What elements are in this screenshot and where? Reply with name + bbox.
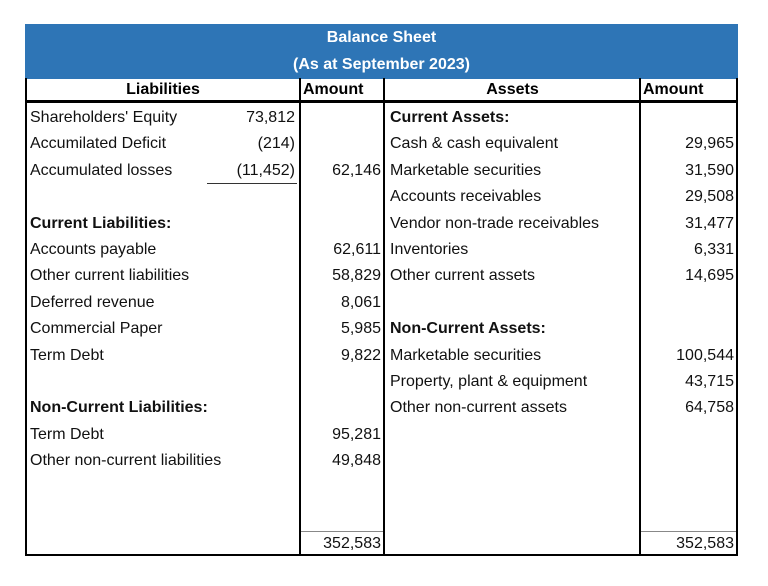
liability-amount	[301, 211, 381, 237]
liability-label: Accounts payable	[30, 241, 157, 258]
liability-subamount: 73,812	[246, 109, 295, 126]
liability-subamount	[200, 263, 295, 289]
asset-label: Other current assets	[390, 267, 535, 285]
liability-subamount: (214)	[257, 135, 295, 153]
liability-label: Shareholders' Equity	[30, 109, 178, 126]
asset-amount	[641, 316, 734, 342]
asset-label: Marketable securities	[390, 346, 542, 364]
liability-subamount	[200, 343, 295, 369]
liability-amount: 62,611	[333, 241, 381, 258]
liability-subamount	[200, 211, 295, 237]
column-divider	[299, 78, 301, 556]
asset-label: Accounts receivables	[390, 188, 542, 206]
section-heading: Current Liabilities:	[30, 214, 172, 232]
liability-amount	[301, 184, 381, 210]
sheet-title: Balance Sheet	[326, 29, 437, 46]
column-divider	[383, 78, 385, 556]
liability-label: Accumilated Deficit	[30, 135, 167, 153]
balance-table	[25, 78, 738, 556]
asset-amount: 31,590	[685, 161, 734, 179]
liability-subamount	[200, 316, 295, 342]
liability-subamount	[200, 237, 295, 263]
liability-label: Other non-current liabilities	[30, 452, 222, 470]
liability-label: Accumulated losses	[30, 161, 173, 179]
liability-amount: 9,822	[340, 346, 381, 364]
total-assets: 352,583	[676, 535, 734, 552]
liability-subamount	[200, 448, 295, 474]
liability-subamount: (11,452)	[236, 161, 295, 179]
subtotal-underline	[207, 182, 297, 184]
liability-amount: 49,848	[332, 452, 381, 470]
asset-label: Property, plant & equipment	[390, 373, 588, 390]
header-amount-left: Amount	[303, 81, 364, 98]
liability-subamount	[200, 369, 295, 395]
liability-label: Commercial Paper	[30, 320, 163, 338]
asset-label	[390, 290, 638, 316]
liability-amount: 95,281	[332, 425, 381, 443]
liability-subamount	[200, 395, 295, 421]
asset-amount: 14,695	[685, 267, 734, 285]
total-line-left	[301, 531, 383, 532]
header-amount-right: Amount	[643, 81, 704, 98]
liability-amount	[301, 105, 381, 131]
asset-amount: 31,477	[685, 214, 734, 232]
asset-amount: 43,715	[685, 373, 734, 390]
asset-label: Marketable securities	[390, 161, 542, 179]
liability-subamount	[200, 290, 295, 316]
header-assets: Assets	[486, 81, 539, 98]
liability-amount	[301, 395, 381, 421]
asset-amount	[641, 105, 734, 131]
title-banner: Balance Sheet (As at September 2023)	[25, 24, 738, 79]
section-heading: Non-Current Liabilities:	[30, 399, 208, 417]
asset-label: Cash & cash equivalent	[390, 135, 559, 153]
liability-label: Deferred revenue	[30, 293, 155, 311]
total-line-right	[641, 531, 736, 532]
liability-amount	[301, 369, 381, 395]
asset-amount	[641, 290, 734, 316]
column-divider	[639, 78, 641, 556]
liability-amount: 62,146	[332, 161, 381, 179]
asset-amount: 29,965	[685, 135, 734, 153]
sheet-subtitle: (As at September 2023)	[293, 56, 470, 73]
asset-amount: 100,544	[676, 346, 734, 364]
asset-amount: 29,508	[685, 188, 734, 206]
liability-label: Term Debt	[30, 346, 104, 364]
liability-amount: 58,829	[332, 267, 381, 285]
liability-amount: 8,061	[340, 293, 381, 311]
asset-label: Vendor non-trade receivables	[390, 214, 600, 232]
liability-amount	[301, 131, 381, 157]
asset-amount: 6,331	[693, 241, 734, 258]
liability-label: Term Debt	[30, 425, 104, 443]
liability-subamount	[200, 422, 295, 448]
liability-subamount	[200, 184, 295, 210]
asset-amount: 64,758	[685, 399, 734, 417]
liability-amount: 5,985	[340, 320, 381, 338]
section-heading: Non-Current Assets:	[390, 320, 546, 338]
liability-label: Other current liabilities	[30, 267, 190, 285]
asset-label: Inventories	[390, 241, 469, 258]
header-liabilities: Liabilities	[126, 81, 200, 98]
header-divider	[25, 100, 738, 103]
section-heading: Current Assets:	[390, 109, 510, 126]
asset-label: Other non-current assets	[390, 399, 567, 417]
total-liabilities: 352,583	[323, 535, 381, 552]
